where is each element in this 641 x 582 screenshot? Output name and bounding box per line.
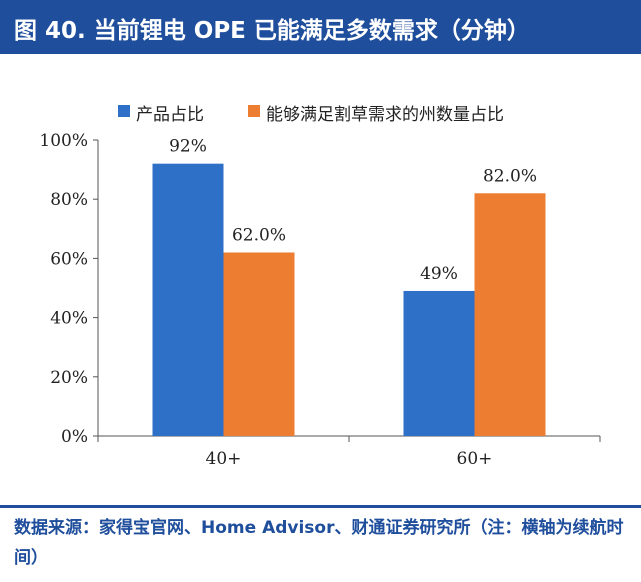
legend-swatch-orange (248, 105, 260, 117)
data-label: 92% (169, 137, 207, 157)
bar-product-share-1 (403, 290, 475, 436)
x-category-label: 40+ (206, 449, 242, 469)
y-tick-label: 40% (50, 309, 88, 329)
data-label: 82.0% (483, 166, 537, 186)
y-tick-label: 0% (61, 427, 88, 447)
bar-state-share-1 (474, 193, 546, 436)
legend-label-series-1: 产品占比 (136, 105, 204, 125)
bar-chart: 0% 20% 40% 60% 80% 100% 92% 62.0% 40+ 49% 82.0% 60+ (39, 131, 601, 469)
figure-title: 图 40. 当前锂电 OPE 已能满足多数需求（分钟） (14, 18, 530, 44)
y-tick-label: 60% (50, 249, 88, 269)
y-tick-label: 20% (50, 368, 88, 388)
bar-product-share-0 (152, 163, 224, 436)
y-tick-label: 100% (39, 131, 88, 151)
footer-divider (0, 505, 641, 508)
data-label: 62.0% (232, 225, 286, 245)
header-bar: 图 40. 当前锂电 OPE 已能满足多数需求（分钟） (0, 0, 641, 54)
bar-state-share-0 (223, 252, 295, 436)
data-label: 49% (420, 264, 458, 284)
source-note: 数据来源：家得宝官网、Home Advisor、财通证券研究所（注：横轴为续航时… (14, 518, 624, 568)
y-tick-label: 80% (50, 190, 88, 210)
legend-swatch-blue (118, 105, 130, 117)
legend-label-series-2: 能够满足割草需求的州数量占比 (266, 105, 504, 125)
x-category-label: 60+ (457, 449, 493, 469)
